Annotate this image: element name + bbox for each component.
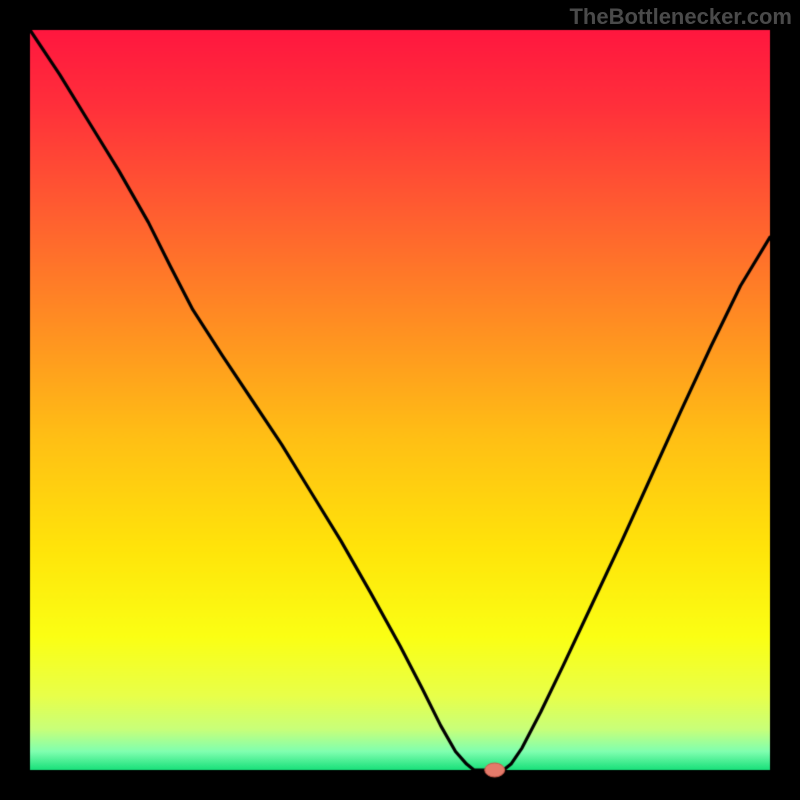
- watermark-text: TheBottlenecker.com: [569, 4, 792, 30]
- chart-container: TheBottlenecker.com: [0, 0, 800, 800]
- bottleneck-curve-chart: [0, 0, 800, 800]
